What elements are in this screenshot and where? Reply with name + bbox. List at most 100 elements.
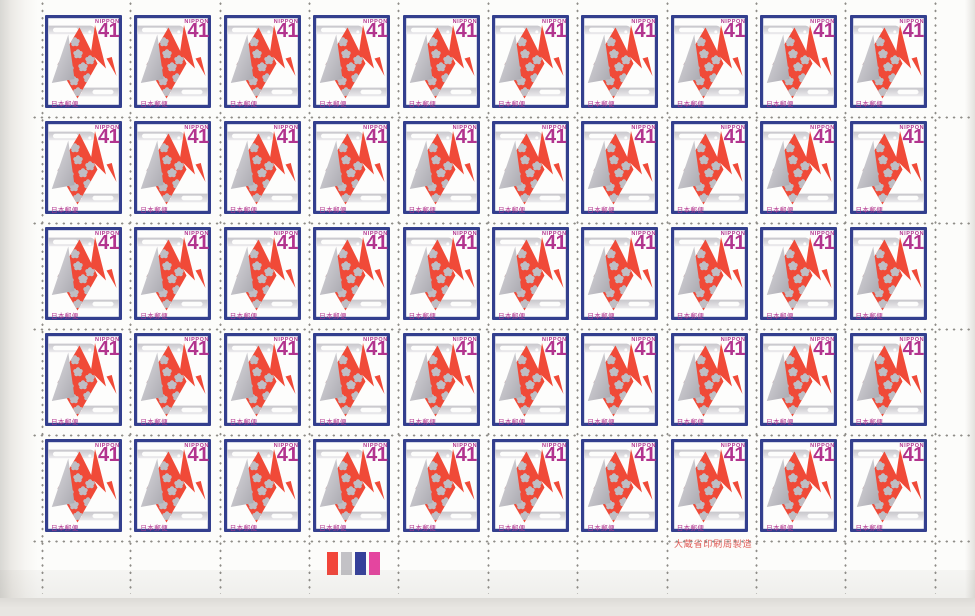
denomination-value: 41 [276,444,299,466]
postage-stamp: NIPPON 41 日本郵便 [760,121,837,214]
denomination-value: 41 [723,444,746,466]
denomination-value: 41 [276,20,299,42]
sheet-bottom-shading [0,570,975,600]
country-label: NIPPON [810,125,835,131]
denomination-value: 41 [187,232,209,254]
country-label: NIPPON [95,443,120,449]
country-label: NIPPON [95,125,120,131]
denomination-value: 41 [98,232,120,254]
postage-stamp: NIPPON 41 日本郵便 [45,227,122,320]
postage-stamp: NIPPON 41 日本郵便 [850,333,927,426]
country-label: NIPPON [541,231,567,237]
postage-stamp: NIPPON 41 日本郵便 [671,227,748,320]
postage-stamp: NIPPON 41 日本郵便 [313,227,390,320]
denomination-value: 41 [366,20,388,42]
denomination-value: 41 [813,232,835,254]
postage-stamp: NIPPON 41 日本郵便 [224,227,301,320]
japan-post-label: 日本郵便 [855,525,884,532]
japan-post-label: 日本郵便 [855,313,884,320]
country-label: NIPPON [273,125,299,131]
postage-stamp: NIPPON 41 日本郵便 [224,15,301,108]
denomination-value: 41 [98,20,120,42]
postage-stamp: NIPPON 41 日本郵便 [313,439,390,532]
country-label: NIPPON [452,337,478,343]
japan-post-label: 日本郵便 [497,207,526,214]
country-label: NIPPON [720,443,746,449]
postage-stamp: NIPPON 41 日本郵便 [581,121,658,214]
postage-stamp: NIPPON 41 日本郵便 [134,439,211,532]
japan-post-label: 日本郵便 [497,313,526,320]
country-label: NIPPON [720,19,746,25]
country-label: NIPPON [631,125,657,131]
japan-post-label: 日本郵便 [587,207,615,214]
country-label: NIPPON [363,231,388,237]
sheet-right-edge-shading [965,0,975,598]
country-label: NIPPON [541,19,567,25]
country-label: NIPPON [899,231,925,237]
country-label: NIPPON [810,19,835,25]
japan-post-label: 日本郵便 [676,313,705,320]
denomination-value: 41 [813,126,835,148]
country-label: NIPPON [184,19,210,25]
postage-stamp: NIPPON 41 日本郵便 [581,439,658,532]
japan-post-label: 日本郵便 [319,419,347,426]
country-label: NIPPON [631,19,657,25]
calibration-bar-silver [341,552,352,575]
denomination-value: 41 [455,338,478,360]
stamp-grid: NIPPON 41 日本郵便 NIPPON 41 日本郵便 NIPPON 41 … [45,15,927,532]
japan-post-label: 日本郵便 [51,313,79,320]
denomination-value: 41 [187,444,209,466]
japan-post-label: 日本郵便 [408,419,437,426]
japan-post-label: 日本郵便 [855,101,884,108]
postage-stamp: NIPPON 41 日本郵便 [403,121,480,214]
perforation-column [39,0,45,594]
postage-stamp: NIPPON 41 日本郵便 [671,121,748,214]
japan-post-label: 日本郵便 [587,101,615,108]
denomination-value: 41 [187,126,209,148]
country-label: NIPPON [273,443,299,449]
country-label: NIPPON [899,443,925,449]
denomination-value: 41 [98,338,120,360]
country-label: NIPPON [95,19,120,25]
denomination-value: 41 [366,232,388,254]
denomination-value: 41 [187,20,209,42]
country-label: NIPPON [273,231,299,237]
country-label: NIPPON [363,337,388,343]
country-label: NIPPON [810,443,835,449]
country-label: NIPPON [899,19,925,25]
country-label: NIPPON [541,337,567,343]
japan-post-label: 日本郵便 [855,207,884,214]
japan-post-label: 日本郵便 [140,207,168,214]
japan-post-label: 日本郵便 [51,101,79,108]
denomination-value: 41 [723,232,746,254]
denomination-value: 41 [634,20,656,42]
country-label: NIPPON [631,337,657,343]
postage-stamp: NIPPON 41 日本郵便 [492,121,569,214]
postage-stamp: NIPPON 41 日本郵便 [224,121,301,214]
country-label: NIPPON [95,337,120,343]
country-label: NIPPON [631,443,657,449]
calibration-bar-red [327,552,338,575]
printer-imprint-text: 大蔵省印刷局製造 [674,539,753,549]
japan-post-label: 日本郵便 [229,101,258,108]
postage-stamp: NIPPON 41 日本郵便 [760,15,837,108]
country-label: NIPPON [273,337,299,343]
japan-post-label: 日本郵便 [676,207,705,214]
denomination-value: 41 [813,444,835,466]
japan-post-label: 日本郵便 [766,525,794,532]
country-label: NIPPON [899,125,925,131]
postage-stamp: NIPPON 41 日本郵便 [224,333,301,426]
postage-stamp: NIPPON 41 日本郵便 [134,15,211,108]
postage-stamp: NIPPON 41 日本郵便 [850,121,927,214]
postage-stamp: NIPPON 41 日本郵便 [134,227,211,320]
japan-post-label: 日本郵便 [766,207,794,214]
denomination-value: 41 [544,232,567,254]
country-label: NIPPON [363,19,388,25]
japan-post-label: 日本郵便 [408,207,437,214]
japan-post-label: 日本郵便 [587,419,615,426]
japan-post-label: 日本郵便 [229,419,258,426]
country-label: NIPPON [184,231,210,237]
denomination-value: 41 [187,338,209,360]
denomination-value: 41 [634,338,656,360]
postage-stamp: NIPPON 41 日本郵便 [760,333,837,426]
